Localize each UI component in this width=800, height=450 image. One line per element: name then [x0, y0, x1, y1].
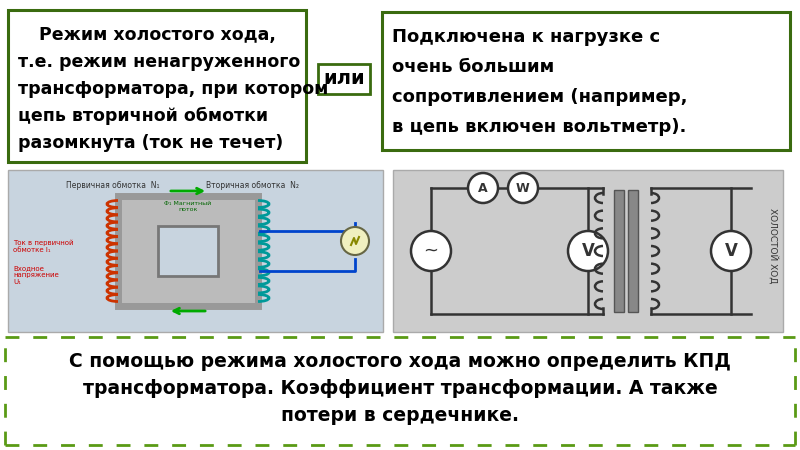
- Text: ХОЛОСТОЙ ХОД: ХОЛОСТОЙ ХОД: [768, 208, 778, 284]
- Text: в цепь включен вольтметр).: в цепь включен вольтметр).: [392, 118, 686, 136]
- Circle shape: [508, 173, 538, 203]
- Circle shape: [468, 173, 498, 203]
- FancyBboxPatch shape: [393, 170, 783, 332]
- Text: Подключена к нагрузке с: Подключена к нагрузке с: [392, 28, 660, 46]
- Circle shape: [411, 231, 451, 271]
- FancyBboxPatch shape: [118, 196, 258, 306]
- Text: цепь вторичной обмотки: цепь вторичной обмотки: [18, 107, 268, 125]
- Text: трансформатора, при котором: трансформатора, при котором: [18, 80, 328, 98]
- Text: V: V: [582, 242, 594, 260]
- FancyBboxPatch shape: [614, 190, 624, 312]
- FancyBboxPatch shape: [8, 10, 306, 162]
- FancyBboxPatch shape: [318, 64, 370, 94]
- Text: С помощью режима холостого хода можно определить КПД: С помощью режима холостого хода можно оп…: [69, 352, 731, 371]
- FancyBboxPatch shape: [8, 170, 383, 332]
- Text: Φ₁ Магнитный
поток: Φ₁ Магнитный поток: [164, 201, 212, 212]
- Text: A: A: [478, 181, 488, 194]
- Text: сопротивлением (например,: сопротивлением (например,: [392, 88, 687, 106]
- Circle shape: [711, 231, 751, 271]
- Text: Режим холостого хода,: Режим холостого хода,: [38, 26, 275, 44]
- Text: разомкнута (ток не течет): разомкнута (ток не течет): [18, 134, 283, 152]
- Text: V: V: [725, 242, 738, 260]
- Text: W: W: [516, 181, 530, 194]
- FancyBboxPatch shape: [628, 190, 638, 312]
- Text: Первичная обмотка  N₁: Первичная обмотка N₁: [66, 181, 160, 190]
- Text: потери в сердечнике.: потери в сердечнике.: [281, 406, 519, 425]
- Circle shape: [568, 231, 608, 271]
- Text: т.е. режим ненагруженного: т.е. режим ненагруженного: [18, 53, 300, 71]
- FancyBboxPatch shape: [382, 12, 790, 150]
- Text: или: или: [323, 69, 365, 89]
- Text: ~: ~: [423, 242, 438, 260]
- Text: трансформатора. Коэффициент трансформации. А также: трансформатора. Коэффициент трансформаци…: [82, 379, 718, 398]
- Text: Входное
напряжение
U₁: Входное напряжение U₁: [13, 265, 58, 285]
- FancyBboxPatch shape: [5, 337, 795, 445]
- Text: Ток в первичной
обмотке I₁: Ток в первичной обмотке I₁: [13, 239, 74, 252]
- Text: очень большим: очень большим: [392, 58, 554, 76]
- Text: Вторичная обмотка  N₂: Вторичная обмотка N₂: [206, 181, 299, 190]
- Circle shape: [341, 227, 369, 255]
- FancyBboxPatch shape: [158, 226, 218, 276]
